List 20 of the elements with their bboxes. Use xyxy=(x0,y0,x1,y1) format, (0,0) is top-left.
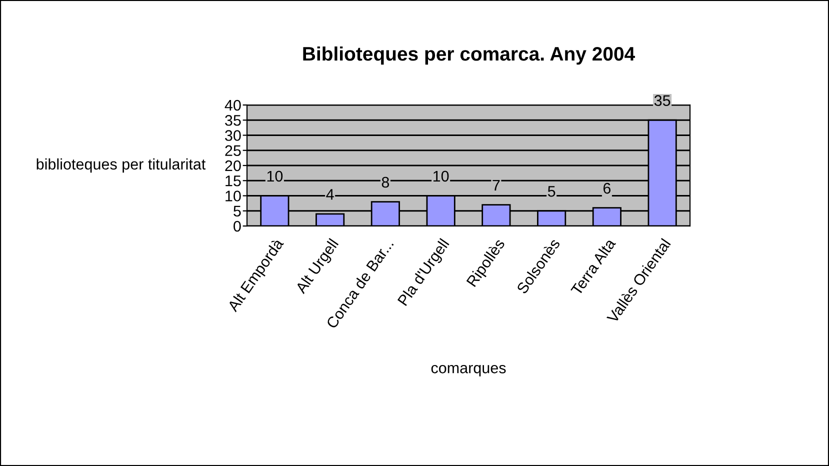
data-label: 8 xyxy=(382,176,390,188)
y-axis-title: biblioteques per titularitat xyxy=(36,158,206,173)
y-tick-label: 30 xyxy=(225,130,241,141)
y-tick-label: 5 xyxy=(234,206,241,217)
y-tick-label: 10 xyxy=(226,190,241,202)
y-tick-label: 35 xyxy=(225,114,241,126)
y-tick-label: 20 xyxy=(225,160,241,172)
data-label: 5 xyxy=(548,186,556,197)
data-label: 10 xyxy=(433,170,449,182)
x-axis-title: comarques xyxy=(431,364,506,376)
y-tick-label: 40 xyxy=(224,100,241,111)
chart-title: Biblioteques per comarca. Any 2004 xyxy=(303,46,636,65)
y-tick-label: 0 xyxy=(234,220,241,232)
data-label: 10 xyxy=(267,170,283,182)
data-label: 6 xyxy=(603,182,611,194)
y-tick-label: 25 xyxy=(225,145,241,156)
data-label: 7 xyxy=(492,180,500,191)
y-tick-label: 15 xyxy=(226,176,241,186)
data-label: 4 xyxy=(326,189,334,200)
data-label: 35 xyxy=(654,95,670,106)
